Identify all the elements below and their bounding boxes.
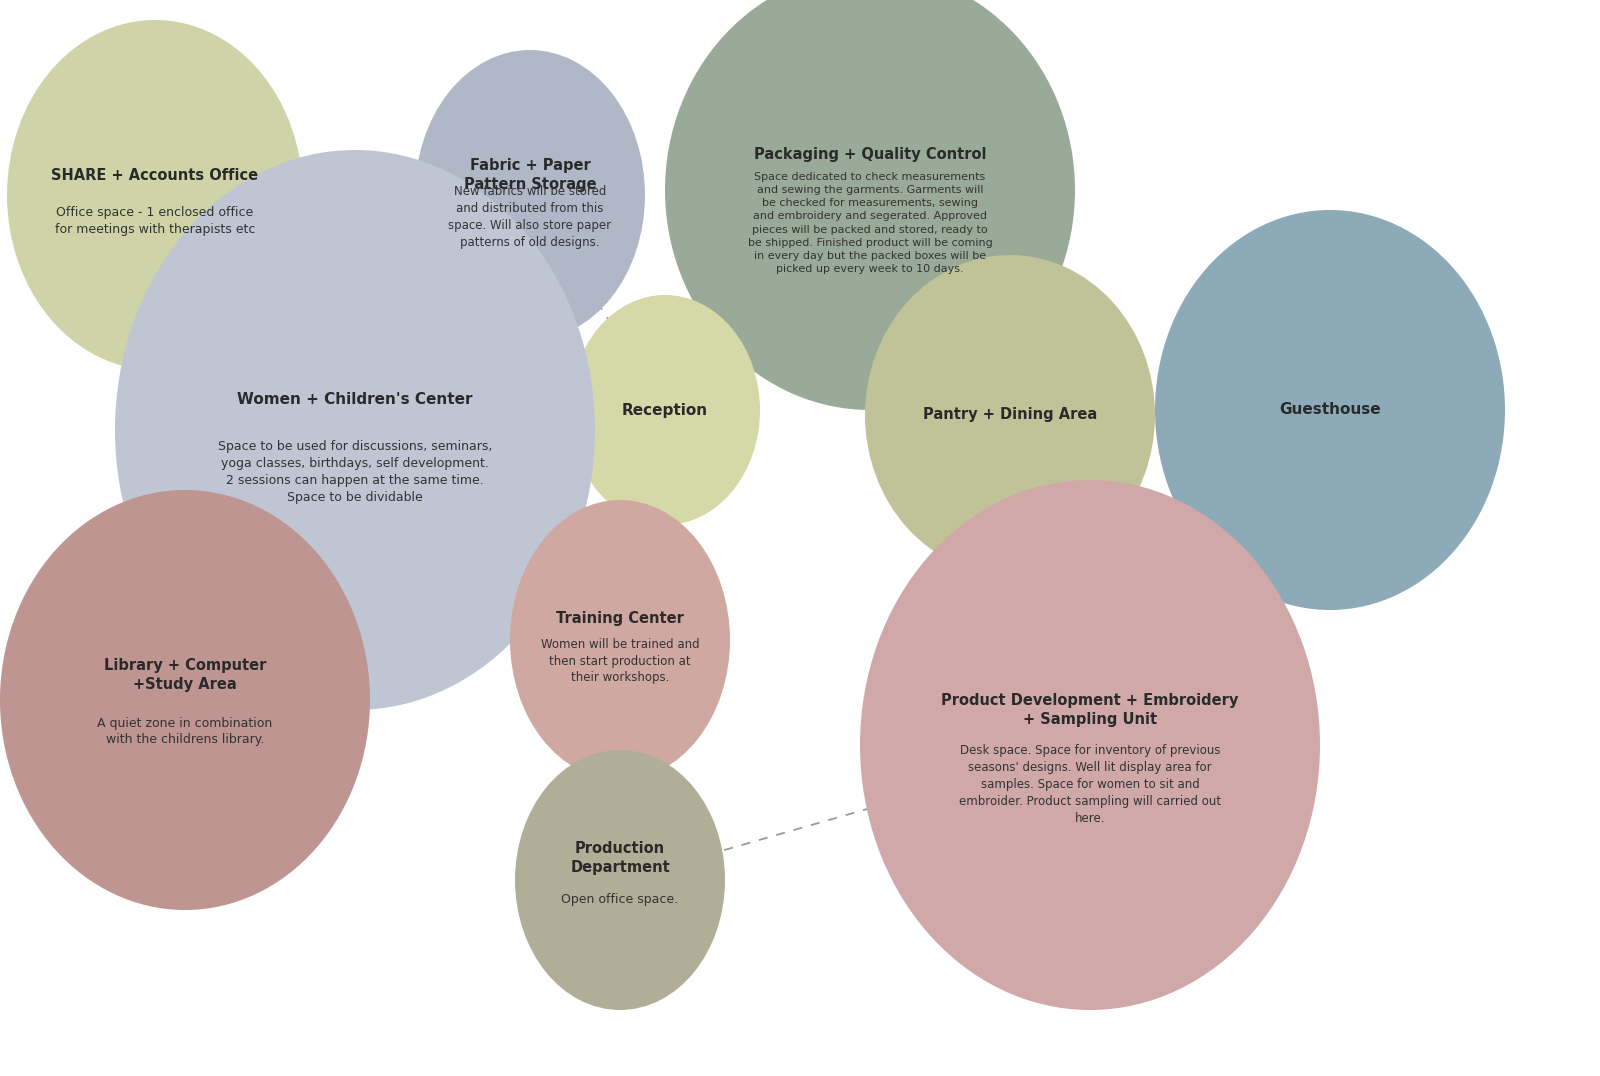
Text: Women will be trained and
then start production at
their workshops.: Women will be trained and then start pro… xyxy=(541,637,699,684)
Ellipse shape xyxy=(115,150,595,710)
Ellipse shape xyxy=(666,0,1075,410)
Ellipse shape xyxy=(0,490,370,910)
Ellipse shape xyxy=(510,500,730,780)
Text: A quiet zone in combination
with the childrens library.: A quiet zone in combination with the chi… xyxy=(98,717,272,747)
Text: Production
Department: Production Department xyxy=(570,840,670,876)
Ellipse shape xyxy=(866,255,1155,575)
Text: SHARE + Accounts Office: SHARE + Accounts Office xyxy=(51,168,259,183)
Ellipse shape xyxy=(861,480,1320,1010)
Text: Reception: Reception xyxy=(622,402,709,417)
Text: Open office space.: Open office space. xyxy=(562,893,678,906)
Ellipse shape xyxy=(6,20,302,370)
Text: Fabric + Paper
Pattern Storage: Fabric + Paper Pattern Storage xyxy=(464,157,597,193)
Text: Packaging + Quality Control: Packaging + Quality Control xyxy=(754,147,986,162)
Ellipse shape xyxy=(414,49,645,340)
Text: Space dedicated to check measurements
and sewing the garments. Garments will
be : Space dedicated to check measurements an… xyxy=(747,172,992,274)
Text: Library + Computer
+Study Area: Library + Computer +Study Area xyxy=(104,657,266,692)
Ellipse shape xyxy=(515,750,725,1010)
Ellipse shape xyxy=(1155,210,1506,610)
Ellipse shape xyxy=(570,295,760,525)
Text: Pantry + Dining Area: Pantry + Dining Area xyxy=(923,408,1098,423)
Text: Product Development + Embroidery
+ Sampling Unit: Product Development + Embroidery + Sampl… xyxy=(941,693,1238,727)
Text: Guesthouse: Guesthouse xyxy=(1278,402,1381,417)
Text: Desk space. Space for inventory of previous
seasons' designs. Well lit display a: Desk space. Space for inventory of previ… xyxy=(958,745,1221,825)
Text: New fabrics will be stored
and distributed from this
space. Will also store pape: New fabrics will be stored and distribut… xyxy=(448,185,611,249)
Text: Training Center: Training Center xyxy=(557,610,683,625)
Text: Office space - 1 enclosed office
for meetings with therapists etc: Office space - 1 enclosed office for mee… xyxy=(54,207,254,237)
Text: Women + Children's Center: Women + Children's Center xyxy=(237,393,472,408)
Text: Space to be used for discussions, seminars,
yoga classes, birthdays, self develo: Space to be used for discussions, semina… xyxy=(218,440,493,504)
